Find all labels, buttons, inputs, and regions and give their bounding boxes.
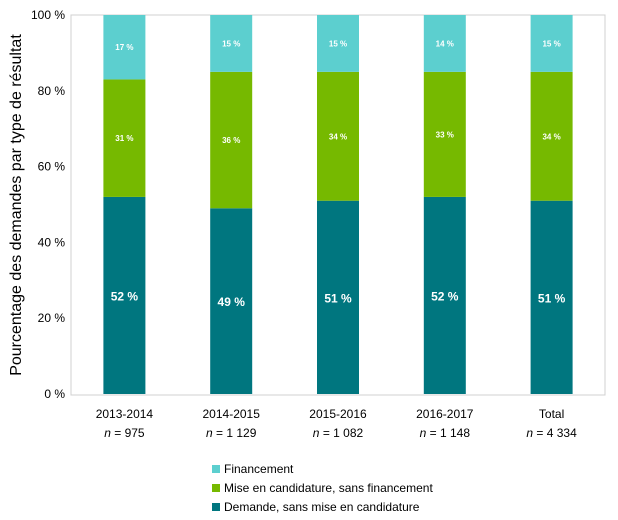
bar-data-label: 15 % — [222, 39, 240, 48]
bar-data-label: 33 % — [436, 130, 454, 139]
bar-segment — [210, 15, 253, 72]
bar-segment — [103, 79, 146, 197]
bar-data-label: 34 % — [329, 132, 347, 141]
legend-swatch — [212, 484, 220, 492]
bar-data-label: 17 % — [115, 43, 133, 52]
x-n-label: n = 4 334 — [526, 426, 577, 440]
x-axis: 2013-2014 n = 975 2014-2015 n = 1 129 2015-2… — [96, 407, 577, 440]
legend-entry-label: Financement — [224, 462, 294, 476]
legend-swatch — [212, 503, 220, 511]
bar-data-label: 52 % — [431, 289, 459, 303]
bar-data-label: 36 % — [222, 136, 240, 145]
bar-data-label: 31 % — [115, 134, 133, 143]
y-tick-label: 40 % — [38, 235, 66, 249]
bar-segment — [423, 15, 466, 72]
bar-segment — [317, 15, 359, 72]
bar-segment — [210, 208, 253, 394]
bar-data-label: 34 % — [542, 132, 560, 141]
legend: Financement Mise en candidature, sans fin… — [212, 462, 433, 514]
legend-entry-label: Mise en candidature, sans financement — [224, 481, 433, 495]
y-axis: 0 % 20 % 40 % 60 % 80 % 100 % — [31, 8, 65, 401]
y-tick-label: 100 % — [31, 8, 65, 22]
bar-segment — [423, 196, 466, 394]
x-n-label: n = 1 148 — [420, 426, 471, 440]
x-tick-label: 2015-2016 — [309, 407, 367, 421]
y-tick-label: 0 % — [44, 387, 65, 401]
bar-data-label: 15 % — [329, 39, 347, 48]
bar-segment — [530, 71, 573, 201]
bar-data-label: 49 % — [218, 295, 246, 309]
x-tick-label: 2016-2017 — [416, 407, 474, 421]
x-n-label: n = 1 129 — [206, 426, 257, 440]
bar-segment — [423, 71, 466, 197]
x-tick-label: 2013-2014 — [96, 407, 154, 421]
legend-swatch — [212, 465, 220, 473]
bar-segment — [317, 200, 359, 394]
bar-segment — [530, 15, 573, 72]
bar-segment — [103, 196, 146, 394]
bar-data-label: 14 % — [436, 39, 454, 48]
legend-entry-label: Demande, sans mise en candidature — [224, 500, 420, 514]
x-n-label: n = 975 — [104, 426, 145, 440]
bar-data-label: 51 % — [538, 291, 566, 305]
bars: 52 % 31 % 17 % 49 % 36 % 15 % 51 % 34 % 15 % 52 %… — [103, 15, 573, 394]
y-axis-title: Pourcentage des demandes par type de rés… — [8, 34, 25, 376]
bar-segment — [210, 71, 253, 209]
bar-segment — [530, 200, 573, 394]
y-tick-label: 60 % — [38, 160, 66, 174]
bar-segment — [317, 71, 359, 201]
y-tick-label: 20 % — [38, 311, 66, 325]
bar-data-label: 52 % — [111, 289, 139, 303]
bar-data-label: 15 % — [542, 39, 560, 48]
bar-segment — [103, 15, 146, 80]
x-tick-label: Total — [539, 407, 564, 421]
x-tick-label: 2014-2015 — [203, 407, 261, 421]
x-n-label: n = 1 082 — [313, 426, 364, 440]
y-tick-label: 80 % — [38, 84, 66, 98]
bar-data-label: 51 % — [324, 291, 352, 305]
